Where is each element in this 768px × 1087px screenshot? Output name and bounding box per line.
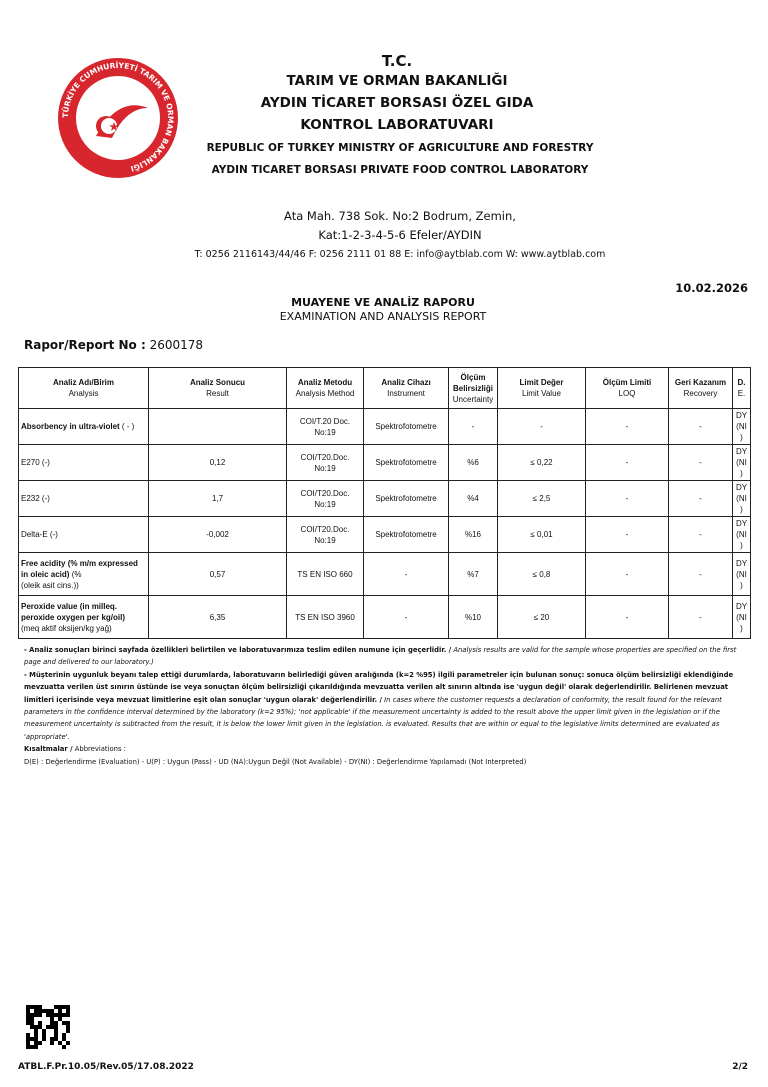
header-ministry: TARIM VE ORMAN BAKANLIĞI <box>286 73 508 89</box>
table-row: Peroxide value (in milleq. peroxide oxyg… <box>18 595 751 639</box>
cell-limit: ≤ 0,01 <box>497 516 586 553</box>
report-title-en: EXAMINATION AND ANALYSIS REPORT <box>279 310 487 323</box>
header-ministry-en: REPUBLIC OF TURKEY MINISTRY OF AGRICULTU… <box>206 142 594 154</box>
table-row: Free acidity (% m/m expressed in oleic a… <box>18 552 751 596</box>
analysis-name: Peroxide value (in milleq. peroxide oxyg… <box>18 595 149 639</box>
cell-recovery: - <box>668 408 733 445</box>
cell-recovery: - <box>668 444 733 481</box>
address-line-2: Kat:1-2-3-4-5-6 Efeler/AYDIN <box>318 228 482 242</box>
qr-code <box>26 1005 70 1049</box>
cell-loq: - <box>585 552 669 596</box>
cell-loq: - <box>585 480 669 517</box>
cell-instrument: - <box>363 595 449 639</box>
note-validity: - Analiz sonuçları birinci sayfada özell… <box>24 646 737 667</box>
column-header: Limit Değer Limit Value <box>497 367 586 409</box>
results-table: Analiz Adı/Birim Analysis Analiz Sonucu Res… <box>18 367 751 639</box>
cell-result <box>148 408 287 445</box>
abbreviations-list: D(E) : Değerlendirme (Evaluation) - U(P)… <box>24 757 527 766</box>
cell-method: COI/T20.Doc. No:19 <box>286 480 364 517</box>
cell-de: DY (NI) <box>732 552 751 596</box>
cell-result: 1,7 <box>148 480 287 517</box>
table-row: Delta-E (-) -0,002 COI/T20.Doc. No:19 Spekt… <box>18 516 751 553</box>
cell-method: TS EN ISO 660 <box>286 552 364 596</box>
cell-de: DY (NI) <box>732 408 751 445</box>
cell-de: DY (NI) <box>732 444 751 481</box>
cell-de: DY (NI) <box>732 516 751 553</box>
column-header: Analiz Sonucu Result <box>148 367 287 409</box>
cell-uncertainty: %7 <box>448 552 498 596</box>
cell-instrument: Spektrofotometre <box>363 480 449 517</box>
cell-instrument: Spektrofotometre <box>363 408 449 445</box>
header-lab-1: AYDIN TİCARET BORSASI ÖZEL GIDA <box>260 95 534 111</box>
cell-loq: - <box>585 444 669 481</box>
column-header: Ölçüm Limiti LOQ <box>585 367 669 409</box>
cell-recovery: - <box>668 595 733 639</box>
cell-loq: - <box>585 408 669 445</box>
note-conformity: - Müşterinin uygunluk beyanı talep ettiğ… <box>24 670 734 741</box>
cell-limit: ≤ 20 <box>497 595 586 639</box>
header-lab-en: AYDIN TICARET BORSASI PRIVATE FOOD CONTR… <box>211 164 589 176</box>
table-row: E270 (-) 0,12 COI/T20.Doc. No:19 Spektrofot… <box>18 444 751 481</box>
cell-result: 0,12 <box>148 444 287 481</box>
analysis-name: E270 (-) <box>18 444 149 481</box>
report-title-tr: MUAYENE VE ANALİZ RAPORU <box>291 296 475 309</box>
table-header-row: Analiz Adı/Birim Analysis Analiz Sonucu Res… <box>18 367 751 409</box>
cell-de: DY (NI) <box>732 480 751 517</box>
cell-result: -0,002 <box>148 516 287 553</box>
cell-loq: - <box>585 516 669 553</box>
cell-instrument: Spektrofotometre <box>363 516 449 553</box>
cell-uncertainty: %16 <box>448 516 498 553</box>
cell-loq: - <box>585 595 669 639</box>
cell-instrument: Spektrofotometre <box>363 444 449 481</box>
table-row: E232 (-) 1,7 COI/T20.Doc. No:19 Spektrofoto… <box>18 480 751 517</box>
cell-method: TS EN ISO 3960 <box>286 595 364 639</box>
results-and-notes: Analiz Adı/Birim Analysis Analiz Sonucu Res… <box>18 367 751 768</box>
cell-method: COI/T.20 Doc. No:19 <box>286 408 364 445</box>
analysis-name: Absorbency in ultra-violet ( - ) <box>18 408 149 445</box>
cell-instrument: - <box>363 552 449 596</box>
column-header: Analiz Adı/Birim Analysis <box>18 367 149 409</box>
ministry-logo: TÜRKİYE CUMHURİYETİ TARIM VE ORMAN BAKAN… <box>58 58 178 178</box>
star-icon <box>109 122 119 131</box>
column-header: D. E. <box>732 367 751 409</box>
cell-uncertainty: %6 <box>448 444 498 481</box>
analysis-name: Delta-E (-) <box>18 516 149 553</box>
column-header: Analiz Cihazı Instrument <box>363 367 449 409</box>
cell-recovery: - <box>668 516 733 553</box>
cell-limit: ≤ 0,22 <box>497 444 586 481</box>
analysis-name: Free acidity (% m/m expressed in oleic a… <box>18 552 149 596</box>
cell-uncertainty: %4 <box>448 480 498 517</box>
abbreviations-heading: Kısaltmalar / Abbreviations : <box>24 745 126 754</box>
analysis-name: E232 (-) <box>18 480 149 517</box>
header-tc: T.C. <box>381 52 413 70</box>
cell-recovery: - <box>668 480 733 517</box>
form-code: ATBL.F.Pr.10.05/Rev.05/17.08.2022 <box>18 1062 194 1072</box>
report-number: Rapor/Report No : 2600178 <box>24 338 204 352</box>
cell-method: COI/T20.Doc. No:19 <box>286 444 364 481</box>
column-header: Geri Kazanım Recovery <box>668 367 733 409</box>
cell-recovery: - <box>668 552 733 596</box>
cell-limit: - <box>497 408 586 445</box>
notes: - Analiz sonuçları birinci sayfada özell… <box>24 644 744 768</box>
cell-uncertainty: %10 <box>448 595 498 639</box>
cell-result: 6,35 <box>148 595 287 639</box>
cell-uncertainty: - <box>448 408 498 445</box>
address-line-1: Ata Mah. 738 Sok. No:2 Bodrum, Zemin, <box>284 209 516 223</box>
header-lab-2: KONTROL LABORATUVARI <box>300 117 494 133</box>
cell-limit: ≤ 0,8 <box>497 552 586 596</box>
cell-result: 0,57 <box>148 552 287 596</box>
report-date: 10.02.2026 <box>675 281 748 295</box>
contact-line: T: 0256 2116143/44/46 F: 0256 2111 01 88… <box>194 249 606 260</box>
page-number: 2/2 <box>732 1062 748 1072</box>
cell-method: COI/T20.Doc. No:19 <box>286 516 364 553</box>
column-header: Analiz Metodu Analysis Method <box>286 367 364 409</box>
cell-limit: ≤ 2,5 <box>497 480 586 517</box>
column-header: Ölçüm Belirsizliği Uncertainty <box>448 367 498 409</box>
cell-de: DY (NI) <box>732 595 751 639</box>
table-row: Absorbency in ultra-violet ( - ) COI/T.20… <box>18 408 751 445</box>
